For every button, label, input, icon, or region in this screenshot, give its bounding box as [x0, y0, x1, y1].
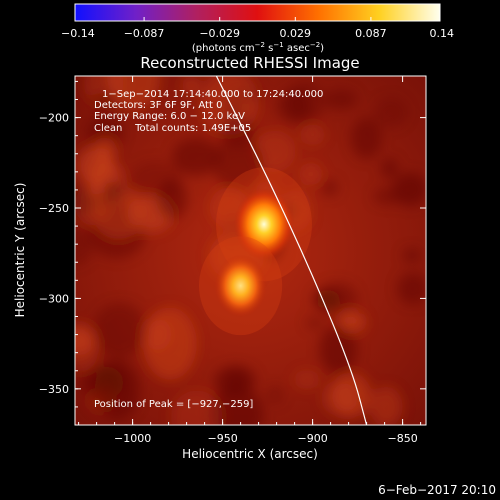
x-axis-label: Heliocentric X (arcsec): [182, 447, 318, 461]
source-blob: [234, 188, 294, 261]
texture-blob: [266, 385, 284, 405]
texture-blob: [403, 248, 421, 263]
texture-blob: [312, 289, 341, 309]
texture-blob: [277, 89, 311, 123]
texture-blob: [381, 158, 399, 179]
x-tick-label: −950: [207, 432, 237, 445]
texture-blob: [305, 317, 323, 329]
y-tick-label: −250: [39, 202, 69, 215]
texture-blob: [293, 369, 320, 390]
colorbar-tick-label: −0.029: [199, 27, 240, 40]
texture-blob: [75, 226, 94, 266]
date-stamp: 6−Feb−2017 20:10: [378, 483, 496, 497]
annotation-clean-counts: Clean Total counts: 1.49E+05: [94, 123, 251, 134]
colorbar-ticks: −0.14 −0.087 −0.029 0.029 0.087 0.14: [61, 17, 454, 40]
x-tick-label: −850: [387, 432, 417, 445]
y-axis-label: Heliocentric Y (arcsec): [13, 183, 27, 318]
plot-frame: [74, 75, 427, 426]
texture-blob: [299, 162, 323, 186]
info-annotations: 1−Sep−2014 17:14:40.000 to 17:24:40.000 …: [94, 89, 323, 134]
texture-blob: [254, 130, 296, 172]
texture-blob: [142, 318, 172, 351]
x-tick-label: −1000: [114, 432, 151, 445]
texture-blob: [369, 386, 403, 425]
texture-blob: [397, 272, 426, 305]
texture-blob: [392, 172, 426, 207]
colorbar-tick-label: 0.14: [430, 27, 455, 40]
texture-blob: [75, 329, 99, 372]
colorbar-unit: (photons cm−2 s−1 asec−2): [192, 41, 324, 54]
texture-blob: [320, 179, 338, 196]
texture-blob: [374, 97, 408, 128]
texture-blob: [336, 309, 362, 327]
y-tick-label: −300: [39, 292, 69, 305]
x-axis-ticks: −1000 −950 −900 −850: [78, 76, 422, 445]
colorbar-tick-label: −0.087: [124, 27, 165, 40]
texture-blob: [94, 359, 140, 420]
texture-blob: [107, 76, 161, 111]
texture-blob: [226, 368, 248, 388]
annotation-energy-range: Energy Range: 6.0 − 12.0 keV: [94, 111, 245, 122]
y-tick-label: −350: [39, 383, 69, 396]
x-tick-label: −900: [297, 432, 327, 445]
colorbar-tick-label: 0.029: [280, 27, 312, 40]
texture-blob: [170, 390, 223, 425]
annotation-detectors: Detectors: 3F 6F 9F, Att 0: [94, 100, 222, 111]
solar-limb-curve: [215, 76, 368, 425]
texture-blob: [321, 381, 358, 416]
texture-blob: [76, 146, 114, 186]
texture-blob: [300, 124, 325, 146]
plot-area: [75, 76, 426, 425]
peak-position-label: Position of Peak = [−927,−259]: [94, 399, 253, 410]
annotation-time-range: 1−Sep−2014 17:14:40.000 to 17:24:40.000: [102, 89, 323, 100]
texture-blob: [172, 138, 221, 176]
colorbar-tick-label: 0.087: [355, 27, 387, 40]
source-blob: [214, 254, 267, 317]
texture-blob: [92, 92, 117, 108]
y-axis-ticks: −200 −250 −300 −350: [39, 80, 426, 408]
texture-blob: [350, 117, 382, 159]
texture-blob: [181, 76, 201, 95]
chart-title: Reconstructed RHESSI Image: [140, 54, 359, 72]
y-tick-label: −200: [39, 112, 69, 125]
texture-blob: [86, 115, 124, 151]
texture-blob: [324, 89, 358, 110]
texture-blob: [104, 181, 125, 200]
texture-blob: [373, 187, 401, 205]
texture-blob: [93, 302, 147, 358]
colorbar-tick-label: −0.14: [61, 27, 95, 40]
texture-blob: [156, 179, 187, 220]
colorbar: [74, 3, 441, 22]
texture-blob: [213, 136, 264, 192]
sources-layer: [199, 167, 312, 336]
